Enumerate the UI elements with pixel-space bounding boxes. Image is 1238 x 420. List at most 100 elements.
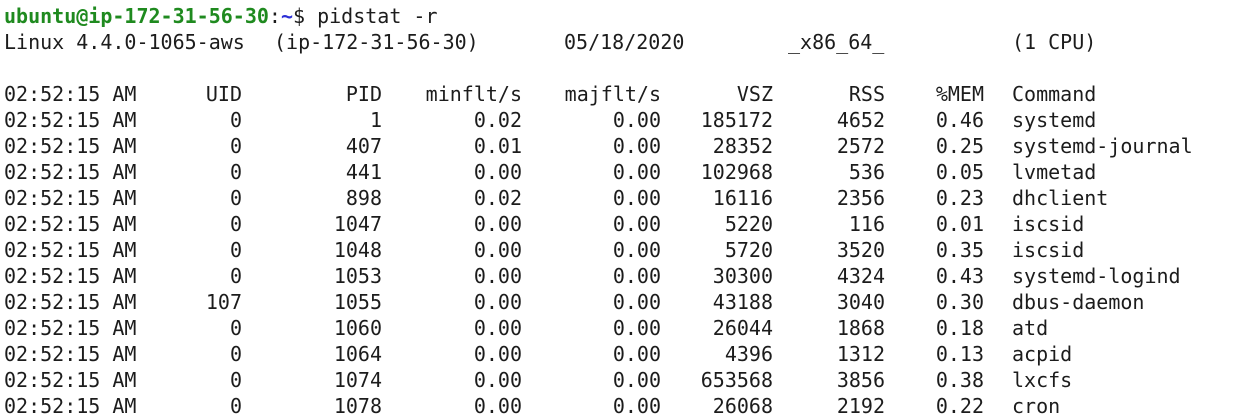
row-rss: 3856 <box>836 368 885 392</box>
architecture: _x86_64_ <box>788 30 885 54</box>
prompt-line: ubuntu@ip-172-31-56-30:~$ pidstat -r <box>0 3 1238 29</box>
table-row: 02:52:15 AM 0 898 0.02 0.00 16116 2356 0… <box>0 185 1238 211</box>
row-time: 02:52:15 AM <box>4 160 137 184</box>
row-rss: 4652 <box>836 108 885 132</box>
row-uid: 0 <box>229 264 242 288</box>
prompt-separator: : <box>268 4 281 28</box>
row-mem: 0.01 <box>935 212 984 236</box>
row-mem: 0.13 <box>935 342 984 366</box>
row-mem: 0.18 <box>935 316 984 340</box>
row-vsz: 30300 <box>712 264 773 288</box>
row-vsz: 16116 <box>712 186 773 210</box>
row-rss: 1312 <box>836 342 885 366</box>
row-command: acpid <box>1012 342 1073 366</box>
row-pid: 441 <box>345 160 382 184</box>
row-pid: 1078 <box>333 394 382 418</box>
row-mem: 0.38 <box>935 368 984 392</box>
table-row: 02:52:15 AM 0 441 0.00 0.00 102968 536 0… <box>0 159 1238 185</box>
row-command: iscsid <box>1012 212 1085 236</box>
row-mem: 0.30 <box>935 290 984 314</box>
row-minflt: 0.00 <box>473 394 522 418</box>
kernel-version: Linux 4.4.0-1065-aws <box>4 30 245 54</box>
row-command: systemd <box>1012 108 1097 132</box>
header-majflt: majflt/s <box>564 82 661 106</box>
row-minflt: 0.02 <box>473 186 522 210</box>
table-row: 02:52:15 AM 107 1055 0.00 0.00 43188 304… <box>0 289 1238 315</box>
table-row: 02:52:15 AM 0 1053 0.00 0.00 30300 4324 … <box>0 263 1238 289</box>
row-time: 02:52:15 AM <box>4 316 137 340</box>
row-majflt: 0.00 <box>612 134 661 158</box>
row-minflt: 0.00 <box>473 368 522 392</box>
row-command: systemd-journal <box>1012 134 1193 158</box>
table-row: 02:52:15 AM 0 1 0.02 0.00 185172 4652 0.… <box>0 107 1238 133</box>
row-pid: 407 <box>345 134 382 158</box>
row-uid: 0 <box>229 342 242 366</box>
row-majflt: 0.00 <box>612 290 661 314</box>
row-pid: 1 <box>369 108 382 132</box>
row-minflt: 0.00 <box>473 290 522 314</box>
row-command: cron <box>1012 394 1061 418</box>
row-rss: 2572 <box>836 134 885 158</box>
row-rss: 116 <box>848 212 885 236</box>
row-pid: 1074 <box>333 368 382 392</box>
row-uid: 0 <box>229 368 242 392</box>
row-minflt: 0.01 <box>473 134 522 158</box>
header-rss: RSS <box>848 82 885 106</box>
row-time: 02:52:15 AM <box>4 134 137 158</box>
cpu-count: (1 CPU) <box>1012 30 1097 54</box>
row-vsz: 43188 <box>712 290 773 314</box>
row-majflt: 0.00 <box>612 108 661 132</box>
row-pid: 1064 <box>333 342 382 366</box>
row-command: atd <box>1012 316 1049 340</box>
row-pid: 1047 <box>333 212 382 236</box>
row-vsz: 28352 <box>712 134 773 158</box>
row-mem: 0.35 <box>935 238 984 262</box>
row-uid: 0 <box>229 186 242 210</box>
row-time: 02:52:15 AM <box>4 186 137 210</box>
row-uid: 0 <box>229 160 242 184</box>
row-pid: 898 <box>345 186 382 210</box>
row-mem: 0.22 <box>935 394 984 418</box>
row-time: 02:52:15 AM <box>4 368 137 392</box>
row-rss: 2356 <box>836 186 885 210</box>
table-row: 02:52:15 AM 0 1047 0.00 0.00 5220 116 0.… <box>0 211 1238 237</box>
table-row: 02:52:15 AM 0 1064 0.00 0.00 4396 1312 0… <box>0 341 1238 367</box>
row-time: 02:52:15 AM <box>4 264 137 288</box>
row-time: 02:52:15 AM <box>4 238 137 262</box>
row-rss: 4324 <box>836 264 885 288</box>
command-text: pidstat -r <box>317 4 438 28</box>
row-uid: 0 <box>229 394 242 418</box>
row-mem: 0.43 <box>935 264 984 288</box>
row-rss: 3520 <box>836 238 885 262</box>
row-uid: 0 <box>229 238 242 262</box>
row-rss: 1868 <box>836 316 885 340</box>
row-vsz: 26044 <box>712 316 773 340</box>
row-majflt: 0.00 <box>612 394 661 418</box>
row-majflt: 0.00 <box>612 160 661 184</box>
row-vsz: 5220 <box>724 212 773 236</box>
row-vsz: 102968 <box>700 160 773 184</box>
row-uid: 0 <box>229 212 242 236</box>
command-prompt: ubuntu@ip-172-31-56-30:~$ pidstat -r <box>4 3 438 29</box>
row-pid: 1048 <box>333 238 382 262</box>
table-row: 02:52:15 AM 0 1060 0.00 0.00 26044 1868 … <box>0 315 1238 341</box>
prompt-path: ~ <box>280 4 293 28</box>
row-majflt: 0.00 <box>612 264 661 288</box>
row-uid: 107 <box>205 290 242 314</box>
row-command: lxcfs <box>1012 368 1073 392</box>
prompt-symbol: $ <box>293 4 306 28</box>
table-row: 02:52:15 AM 0 1078 0.00 0.00 26068 2192 … <box>0 393 1238 419</box>
row-command: systemd-logind <box>1012 264 1181 288</box>
row-time: 02:52:15 AM <box>4 290 137 314</box>
row-time: 02:52:15 AM <box>4 212 137 236</box>
row-vsz: 185172 <box>700 108 773 132</box>
prompt-user-host: ubuntu@ip-172-31-56-30 <box>4 4 269 28</box>
row-vsz: 4396 <box>724 342 773 366</box>
row-pid: 1053 <box>333 264 382 288</box>
row-pid: 1055 <box>333 290 382 314</box>
header-uid: UID <box>205 82 242 106</box>
hostname: (ip-172-31-56-30) <box>274 30 479 54</box>
header-command: Command <box>1012 82 1097 106</box>
row-vsz: 653568 <box>700 368 773 392</box>
